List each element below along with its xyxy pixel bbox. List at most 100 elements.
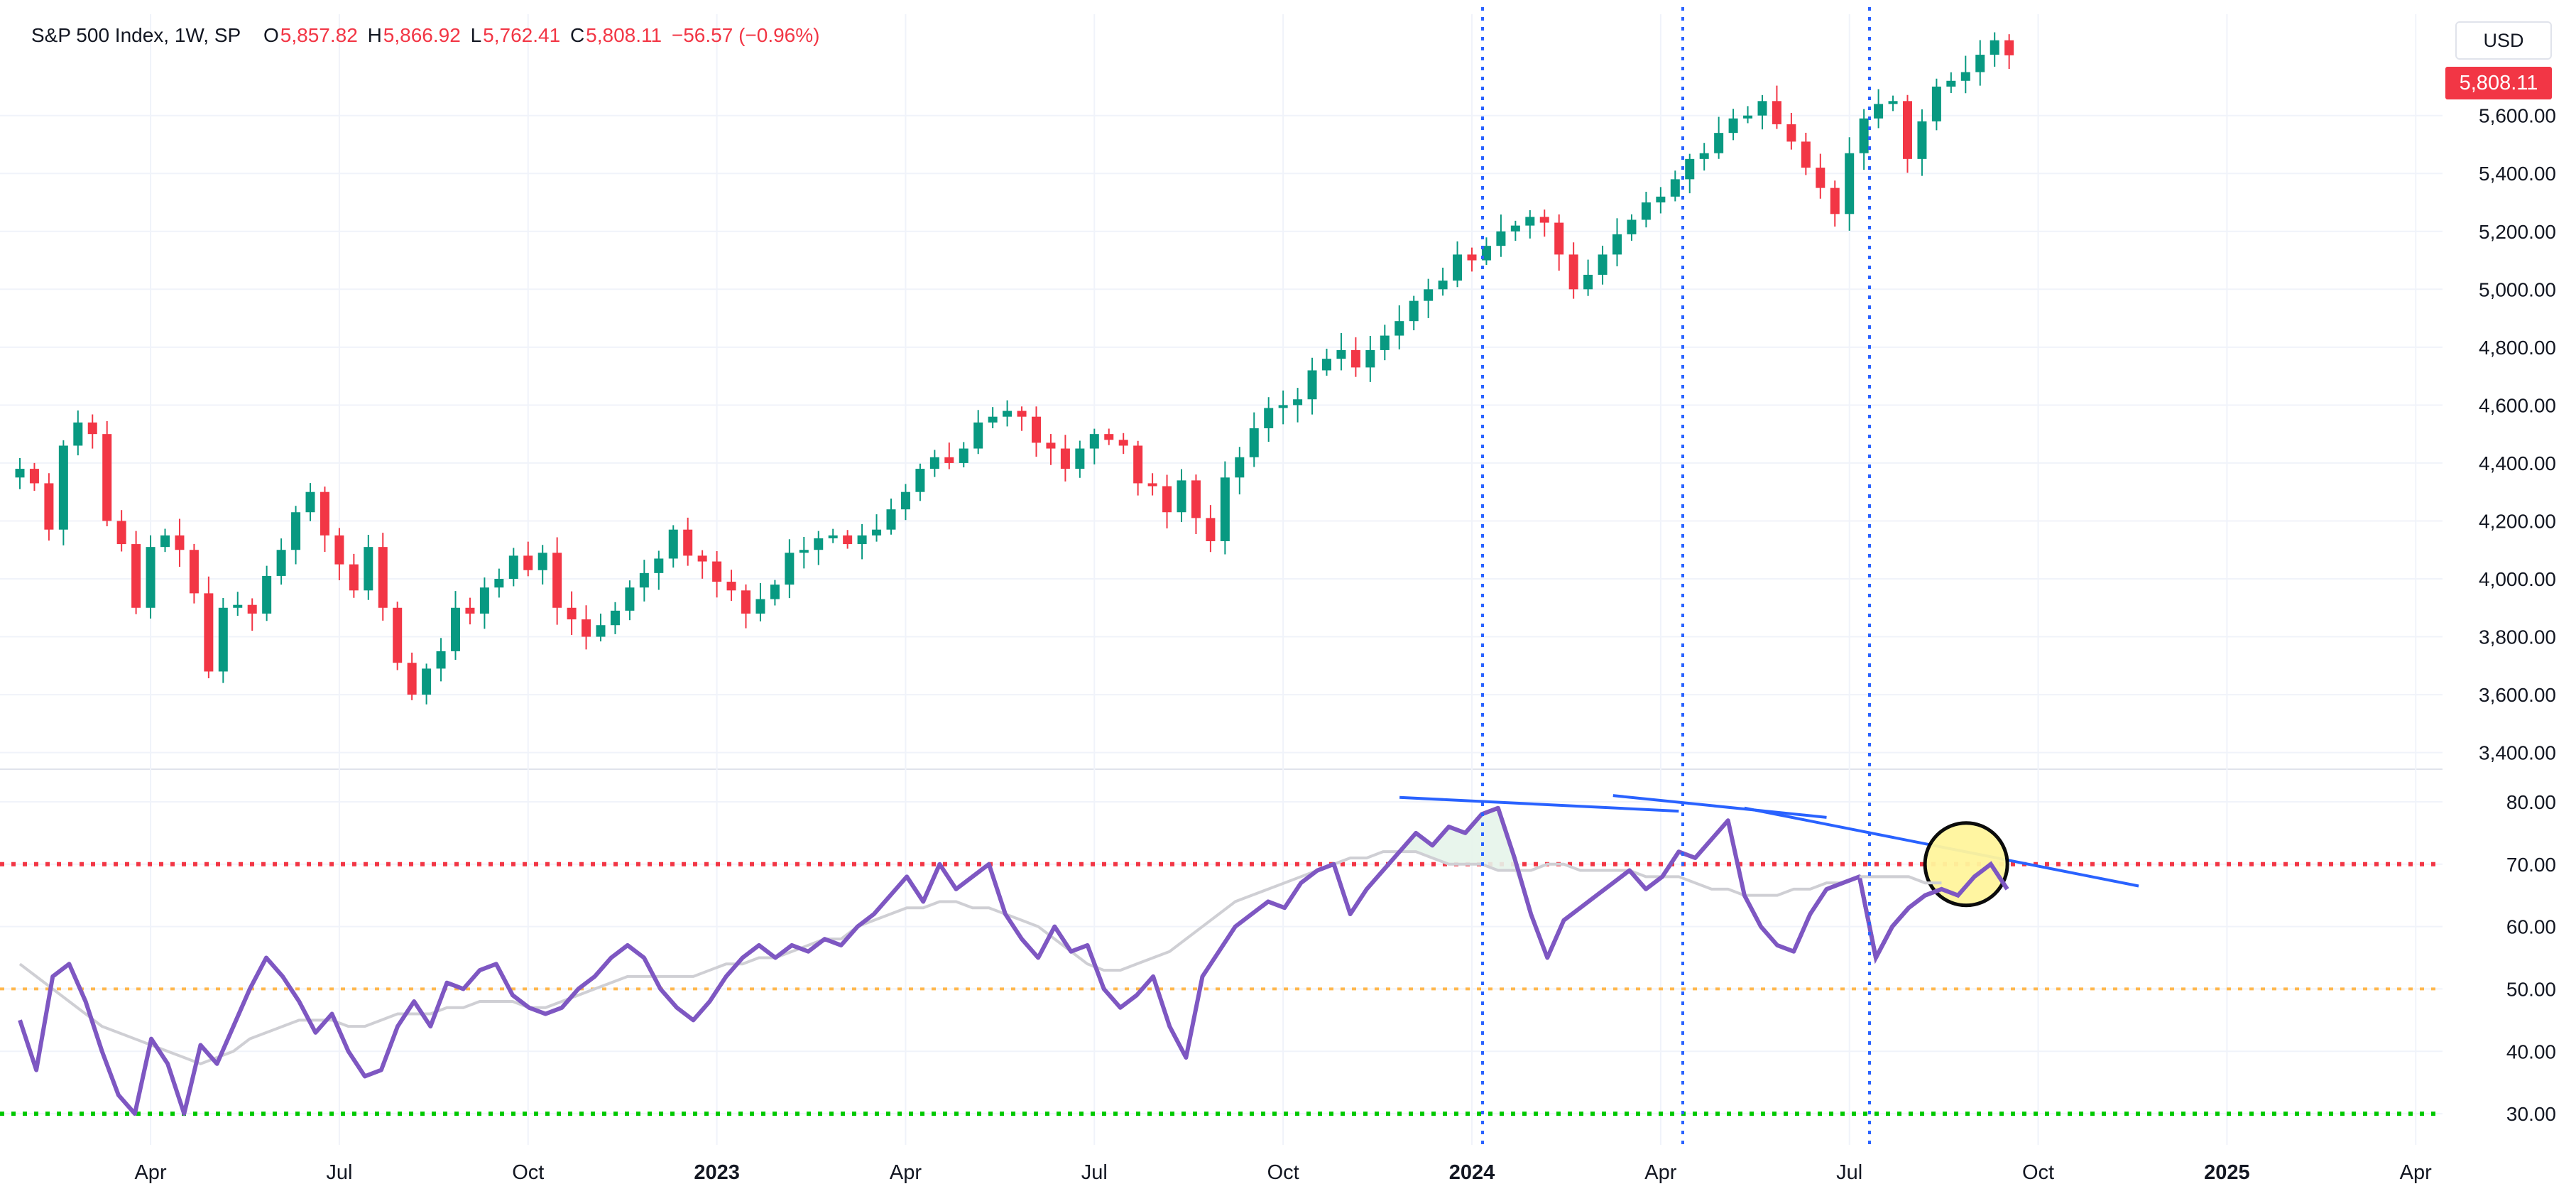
y-axis-labels: 5,600.00 5,400.00 5,200.00 5,000.00 4,800.00… [2479, 105, 2556, 1125]
candle-body [1481, 246, 1491, 261]
candle-body [900, 491, 910, 510]
candle-body [1147, 483, 1157, 487]
candle-body [567, 607, 577, 620]
candle-body [1874, 104, 1884, 119]
candle-body [334, 535, 344, 565]
candle-body [160, 535, 170, 548]
candle-body [116, 521, 126, 545]
candle-body [1118, 440, 1128, 446]
candle-body [959, 448, 968, 463]
price-tick-label: 4,800.00 [2479, 337, 2556, 359]
currency-button[interactable]: USD [2455, 21, 2552, 60]
candle-body [1960, 72, 1970, 81]
candle-body [218, 607, 228, 672]
candle-body [1757, 101, 1767, 116]
low-label: L [470, 24, 482, 46]
candle-body [625, 587, 635, 611]
rsi-tick-label: 70.00 [2506, 854, 2556, 876]
candle-body [1003, 411, 1013, 417]
price-candles [15, 32, 2014, 705]
candle-body [58, 445, 68, 530]
price-tick-label: 5,200.00 [2479, 221, 2556, 243]
candle-body [1046, 442, 1056, 449]
candle-body [1191, 480, 1201, 518]
price-tick-label: 5,400.00 [2479, 163, 2556, 185]
candle-body [422, 668, 432, 695]
change-value: −56.57 (−0.96%) [671, 24, 820, 46]
candle-body [872, 529, 882, 536]
x-tick-label: Apr [2400, 1161, 2432, 1184]
candle-body [1685, 158, 1695, 180]
candle-body [393, 607, 403, 663]
candle-body [1931, 86, 1941, 121]
candle-body [1496, 231, 1506, 246]
candle-body [1075, 448, 1085, 469]
candle-body [44, 483, 54, 530]
candle-body [639, 572, 649, 588]
candle-body [843, 535, 853, 545]
candle-body [204, 593, 214, 672]
candle-body [1612, 234, 1622, 255]
low-value: 5,762.41 [483, 24, 561, 46]
x-tick-label: Apr [134, 1161, 166, 1184]
candle-body [1032, 416, 1041, 443]
rsi-tick-label: 80.00 [2506, 791, 2556, 813]
close-label: C [569, 24, 585, 46]
candle-body [494, 579, 504, 588]
trendline-2 [1612, 794, 1827, 819]
price-tick-label: 4,400.00 [2479, 452, 2556, 474]
candle-body [712, 561, 722, 582]
chart-grid [0, 14, 2443, 1145]
candle-body [378, 547, 388, 608]
candle-body [175, 535, 185, 550]
last-price-tag: 5,808.11 [2445, 67, 2552, 99]
candle-body [1568, 254, 1578, 290]
candle-body [2004, 40, 2014, 55]
symbol-title[interactable]: S&P 500 Index, 1W, SP [31, 24, 241, 46]
candle-body [857, 535, 867, 545]
candle-body [1917, 121, 1927, 159]
candle-body [1888, 101, 1898, 104]
candle-body [726, 582, 736, 591]
x-tick-label: Jul [1836, 1161, 1862, 1184]
candle-body [1350, 349, 1360, 368]
candle-body [1293, 399, 1303, 406]
rsi-tick-label: 60.00 [2506, 916, 2556, 938]
x-tick-label: Jul [326, 1161, 352, 1184]
candle-body [770, 585, 780, 599]
candle-body [973, 422, 983, 449]
candle-body [146, 547, 155, 608]
candle-body [886, 509, 896, 530]
x-tick-label: 2025 [2204, 1161, 2250, 1184]
candle-body [523, 555, 533, 570]
candle-body [1656, 196, 1666, 202]
x-tick-label: 2023 [694, 1161, 740, 1184]
candle-body [1133, 445, 1143, 484]
candle-body [654, 558, 664, 573]
candle-body [1641, 202, 1651, 220]
trendline-1 [1399, 795, 1679, 813]
candle-body [1104, 434, 1114, 440]
candle-body [1714, 133, 1724, 153]
candle-body [1772, 101, 1781, 124]
candle-body [1336, 349, 1346, 359]
close-value: 5,808.11 [586, 24, 662, 46]
candle-body [1946, 80, 1956, 87]
candle-body [1162, 486, 1172, 513]
candle-body [697, 555, 707, 562]
candle-body [1830, 188, 1840, 214]
candle-body [785, 553, 795, 585]
candle-body [276, 550, 286, 576]
x-tick-label: 2024 [1449, 1161, 1495, 1184]
candle-body [73, 422, 83, 446]
candle-body [1395, 321, 1404, 336]
candle-body [1816, 168, 1825, 188]
highlight-circle [1923, 821, 2009, 908]
price-tick-label: 4,600.00 [2479, 394, 2556, 416]
candle-body [1699, 153, 1709, 159]
rsi-tick-label: 40.00 [2506, 1040, 2556, 1063]
candle-body [755, 599, 765, 614]
candle-body [1220, 477, 1230, 541]
candle-body [1525, 217, 1535, 226]
